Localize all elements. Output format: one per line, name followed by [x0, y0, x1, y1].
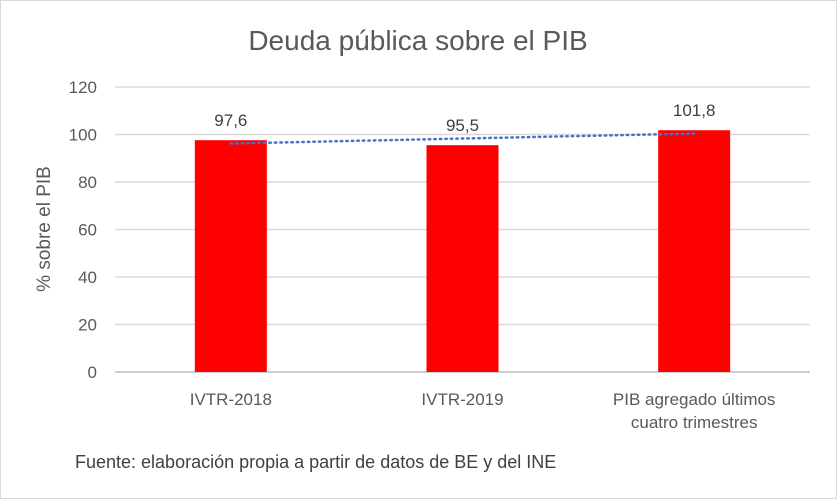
y-tick-label: 80	[78, 173, 97, 192]
source-note: Fuente: elaboración propia a partir de d…	[75, 452, 557, 472]
data-label: 101,8	[673, 101, 716, 120]
x-tick-label: IVTR-2018	[190, 390, 272, 409]
data-label: 95,5	[446, 116, 479, 135]
bar	[426, 145, 499, 372]
y-tick-label: 40	[78, 268, 97, 287]
y-tick-label: 100	[69, 126, 97, 145]
x-tick-label: cuatro trimestres	[631, 413, 758, 432]
y-tick-label: 0	[88, 363, 97, 382]
chart-title: Deuda pública sobre el PIB	[248, 25, 587, 56]
y-tick-label: 20	[78, 316, 97, 335]
y-tick-label: 120	[69, 78, 97, 97]
x-tick-label: IVTR-2019	[421, 390, 503, 409]
y-tick-label: 60	[78, 221, 97, 240]
trendline	[229, 132, 696, 145]
x-tick-label: PIB agregado últimos	[613, 390, 776, 409]
bar	[194, 140, 267, 372]
data-label: 97,6	[214, 111, 247, 130]
bar	[658, 130, 731, 372]
y-axis-label: % sobre el PIB	[34, 166, 55, 292]
